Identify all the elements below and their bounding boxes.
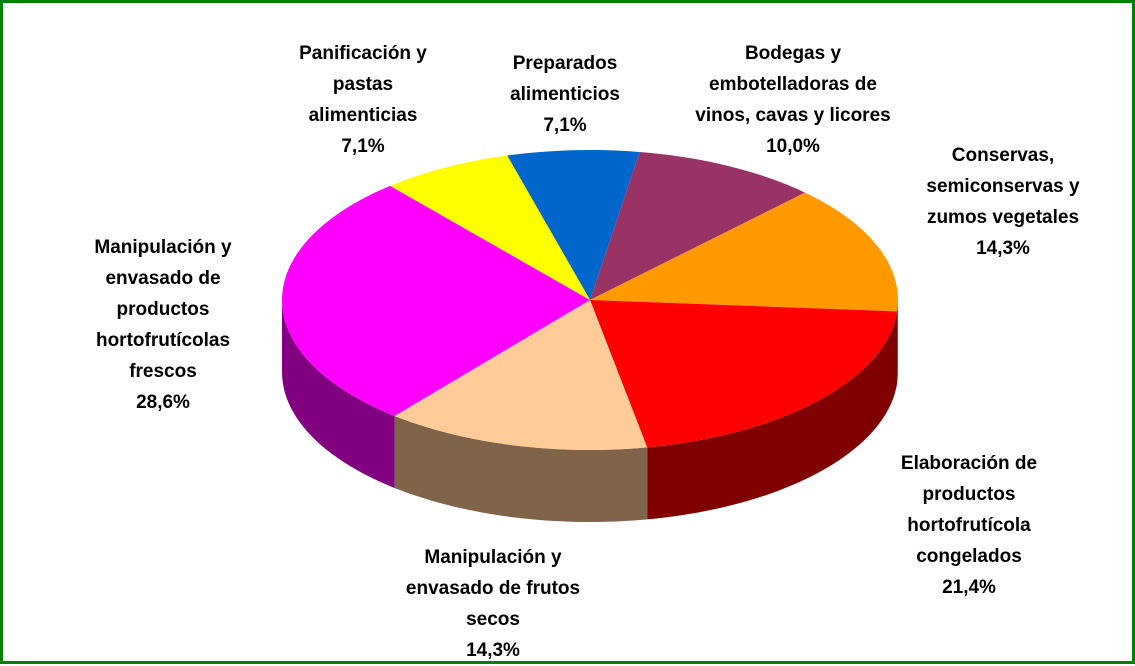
- value-label: 21,4%: [942, 577, 996, 598]
- category-label: Conservas, semiconservas y zumos vegetal…: [926, 145, 1080, 228]
- slice: [282, 185, 590, 416]
- slice-label: Bodegas y embotelladoras de vinos, cavas…: [693, 38, 893, 162]
- slice: [590, 300, 898, 448]
- value-label: 10,0%: [766, 136, 820, 157]
- slice-side: [897, 300, 898, 384]
- category-label: Preparados alimenticios: [510, 53, 620, 105]
- category-label: Bodegas y embotelladoras de vinos, cavas…: [695, 43, 891, 126]
- category-label: Panificación y pastas alimenticias: [299, 43, 427, 126]
- slice-side: [394, 415, 648, 522]
- chart: [282, 150, 898, 522]
- slice-side: [647, 311, 898, 520]
- value-label: 28,6%: [136, 392, 190, 413]
- slice: [590, 192, 898, 312]
- slice: [390, 155, 590, 300]
- slice: [507, 150, 640, 300]
- slice-label: Panificación y pastas alimenticias 7,1%: [278, 38, 448, 162]
- slice-label: Manipulación y envasado de productos hor…: [83, 232, 243, 418]
- category-label: Manipulación y envasado de productos hor…: [94, 237, 232, 382]
- slice: [394, 300, 648, 450]
- slice-label: Conservas, semiconservas y zumos vegetal…: [903, 140, 1103, 264]
- slice-label: Preparados alimenticios 7,1%: [480, 48, 650, 141]
- value-label: 14,3%: [976, 238, 1030, 259]
- slice: [590, 151, 806, 300]
- value-label: 14,3%: [466, 640, 520, 661]
- category-label: Manipulación y envasado de frutos secos: [405, 547, 581, 630]
- slice-side: [282, 300, 395, 488]
- value-label: 7,1%: [543, 115, 587, 136]
- slice-label: Elaboración de productos hortofrutícola …: [869, 448, 1069, 603]
- value-label: 7,1%: [341, 136, 385, 157]
- category-label: Elaboración de productos hortofrutícola …: [900, 453, 1038, 567]
- slice-label: Manipulación y envasado de frutos secos …: [393, 542, 593, 666]
